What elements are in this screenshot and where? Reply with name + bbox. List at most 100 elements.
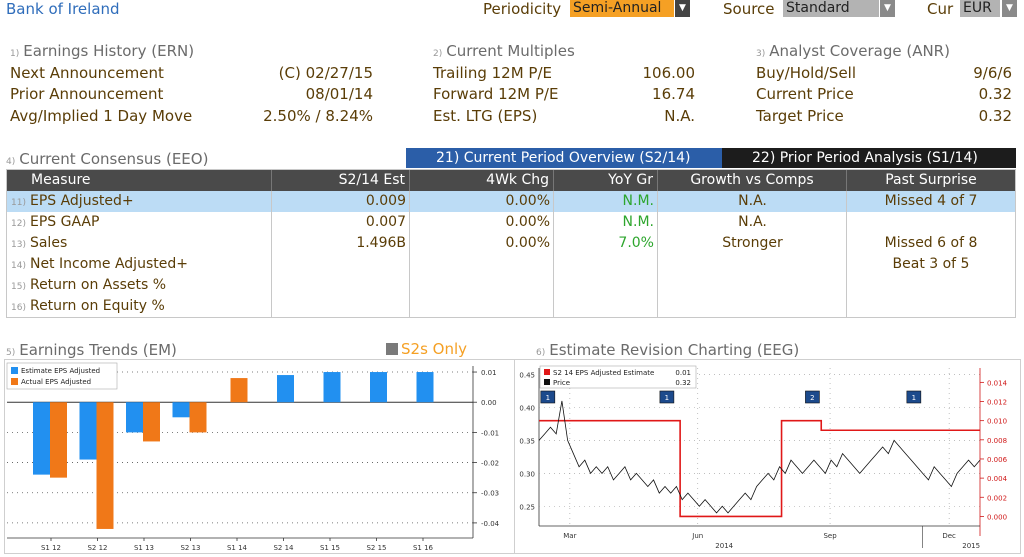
source-select[interactable]: Standard bbox=[783, 0, 879, 17]
section-number: 6) bbox=[536, 348, 546, 358]
col-header-estimate[interactable]: S2/14 Est bbox=[272, 170, 410, 191]
legend-value-estimate: 0.01 bbox=[675, 369, 691, 377]
measure-label[interactable]: Sales bbox=[29, 235, 68, 251]
past-surprise-cell bbox=[847, 296, 1015, 317]
revision-marker: 1 bbox=[906, 390, 922, 404]
s2s-only-label[interactable]: S2s Only bbox=[401, 340, 468, 358]
revision-marker-count: 1 bbox=[912, 394, 916, 402]
yoy-growth-cell bbox=[554, 275, 658, 296]
x-tick-label: Dec bbox=[942, 532, 956, 540]
right-tick-label: 0.008 bbox=[987, 437, 1007, 445]
security-title: Bank of Ireland bbox=[6, 0, 120, 18]
periodicity-select[interactable]: Semi-Annual bbox=[570, 0, 674, 17]
estimate-revision-header[interactable]: 6) Estimate Revision Charting (EEG) bbox=[536, 341, 799, 359]
actual-bar bbox=[143, 402, 160, 442]
section-title: Estimate Revision Charting (EEG) bbox=[549, 341, 800, 359]
estimate-revision-chart: 0.45 0.40 0.35 0.30 0.25 0.014 0.012 0.010 0.008… bbox=[514, 359, 1021, 554]
estimate-bar bbox=[277, 375, 294, 403]
four-week-change-cell: 0.00% bbox=[505, 193, 550, 209]
yoy-growth-cell bbox=[554, 296, 658, 317]
revision-marker-box bbox=[906, 390, 922, 404]
right-tick-label: 0.014 bbox=[987, 379, 1008, 387]
left-tick-label: 0.25 bbox=[519, 503, 535, 511]
legend-label-estimate: S2 14 EPS Adjusted Estimate bbox=[553, 369, 654, 377]
x-tick-label: Mar bbox=[563, 532, 576, 540]
section-title: Current Multiples bbox=[446, 42, 575, 60]
past-surprise-cell: Beat 3 of 5 bbox=[892, 256, 970, 272]
x-year-label: 2015 bbox=[962, 542, 980, 550]
past-surprise-cell bbox=[847, 275, 1015, 296]
revision-marker-box bbox=[659, 390, 675, 404]
target-price-value: 0.32 bbox=[978, 107, 1012, 125]
growth-vs-comps-cell: N.A. bbox=[738, 193, 767, 209]
est-ltg-label: Est. LTG (EPS) bbox=[433, 107, 538, 125]
legend-swatch-actual bbox=[11, 378, 18, 385]
row-number: 13) bbox=[11, 240, 26, 250]
revision-marker: 2 bbox=[805, 390, 820, 404]
estimate-cell: 0.009 bbox=[365, 193, 406, 209]
measure-label[interactable]: EPS Adjusted+ bbox=[29, 193, 134, 209]
yoy-growth-cell bbox=[554, 254, 658, 275]
four-week-change-cell bbox=[410, 275, 554, 296]
legend-box bbox=[6, 362, 118, 390]
estimate-cell bbox=[272, 275, 410, 296]
price-line bbox=[538, 400, 981, 514]
row-number: 11) bbox=[11, 198, 26, 208]
revision-marker-box bbox=[805, 390, 820, 404]
estimate-revision-svg: 0.450.400.350.300.250.0140.0120.0100.008… bbox=[519, 365, 1008, 550]
table-header: Measure S2/14 Est 4Wk Chg YoY Gr Growth … bbox=[7, 170, 1015, 191]
y-tick-label: -0.01 bbox=[481, 429, 499, 437]
estimate-bar bbox=[79, 402, 97, 460]
right-tick-label: 0.002 bbox=[987, 494, 1007, 502]
tab-prior-period[interactable]: 22) Prior Period Analysis (S1/14) bbox=[722, 148, 1016, 168]
legend-swatch-estimate bbox=[544, 369, 550, 375]
estimate-cell: 1.496B bbox=[356, 235, 406, 251]
y-tick-label: -0.04 bbox=[481, 520, 500, 528]
actual-bar bbox=[50, 402, 67, 478]
s2s-only-checkbox[interactable] bbox=[386, 343, 398, 355]
legend-label-price: Price bbox=[553, 379, 570, 387]
col-header-growth-vs-comps[interactable]: Growth vs Comps bbox=[658, 170, 847, 191]
left-tick-label: 0.45 bbox=[519, 372, 535, 380]
source-label: Source bbox=[723, 0, 775, 18]
tab-current-period[interactable]: 21) Current Period Overview (S2/14) bbox=[406, 148, 722, 168]
growth-vs-comps-cell bbox=[658, 296, 847, 317]
section-number: 1) bbox=[10, 49, 20, 59]
section-title: Earnings History (ERN) bbox=[23, 42, 195, 60]
earnings-trends-chart: 0.01 0.00 -0.01 -0.02 -0.03 -0.04 S1 12 S2 12 S1… bbox=[4, 359, 516, 554]
section-number: 5) bbox=[6, 348, 16, 358]
current-consensus-header[interactable]: 4) Current Consensus (EEO) bbox=[6, 150, 208, 168]
legend-label-estimate: Estimate EPS Adjusted bbox=[21, 367, 100, 375]
measure-label[interactable]: Return on Equity % bbox=[29, 298, 165, 314]
trailing-pe-value: 106.00 bbox=[642, 64, 696, 82]
right-tick-label: 0.004 bbox=[987, 475, 1008, 483]
col-header-4wk-chg[interactable]: 4Wk Chg bbox=[410, 170, 554, 191]
earnings-history-header[interactable]: 1) Earnings History (ERN) bbox=[10, 42, 194, 60]
col-header-measure[interactable]: Measure bbox=[7, 170, 272, 191]
col-header-past-surprise[interactable]: Past Surprise bbox=[885, 172, 977, 188]
analyst-coverage-header[interactable]: 3) Analyst Coverage (ANR) bbox=[756, 42, 950, 60]
source-dropdown-icon[interactable]: ▼ bbox=[880, 0, 895, 17]
actual-bar bbox=[230, 378, 248, 403]
measure-label[interactable]: Net Income Adjusted+ bbox=[29, 256, 188, 272]
estimate-bar bbox=[33, 402, 50, 475]
col-header-yoy[interactable]: YoY Gr bbox=[554, 170, 658, 191]
yoy-growth-cell: 7.0% bbox=[618, 235, 654, 251]
measure-label[interactable]: Return on Assets % bbox=[29, 277, 167, 293]
row-number: 16) bbox=[11, 303, 26, 313]
y-tick-label: 0.01 bbox=[481, 369, 497, 377]
measure-label[interactable]: EPS GAAP bbox=[29, 214, 100, 230]
current-multiples-header[interactable]: 2) Current Multiples bbox=[433, 42, 575, 60]
legend-label-actual: Actual EPS Adjusted bbox=[21, 378, 91, 386]
section-title: Earnings Trends (EM) bbox=[19, 341, 177, 359]
legend-box bbox=[539, 365, 697, 389]
earnings-trends-header[interactable]: 5) Earnings Trends (EM) bbox=[6, 341, 177, 359]
estimate-line bbox=[539, 419, 980, 518]
four-week-change-cell bbox=[410, 254, 554, 275]
currency-dropdown-icon[interactable]: ▼ bbox=[1002, 0, 1017, 17]
yoy-growth-cell: N.M. bbox=[622, 214, 654, 230]
periodicity-dropdown-icon[interactable]: ▼ bbox=[675, 0, 690, 17]
currency-select[interactable]: EUR bbox=[960, 0, 1000, 17]
x-tick-label: S1 15 bbox=[320, 544, 340, 552]
revision-marker: 1 bbox=[540, 390, 556, 404]
